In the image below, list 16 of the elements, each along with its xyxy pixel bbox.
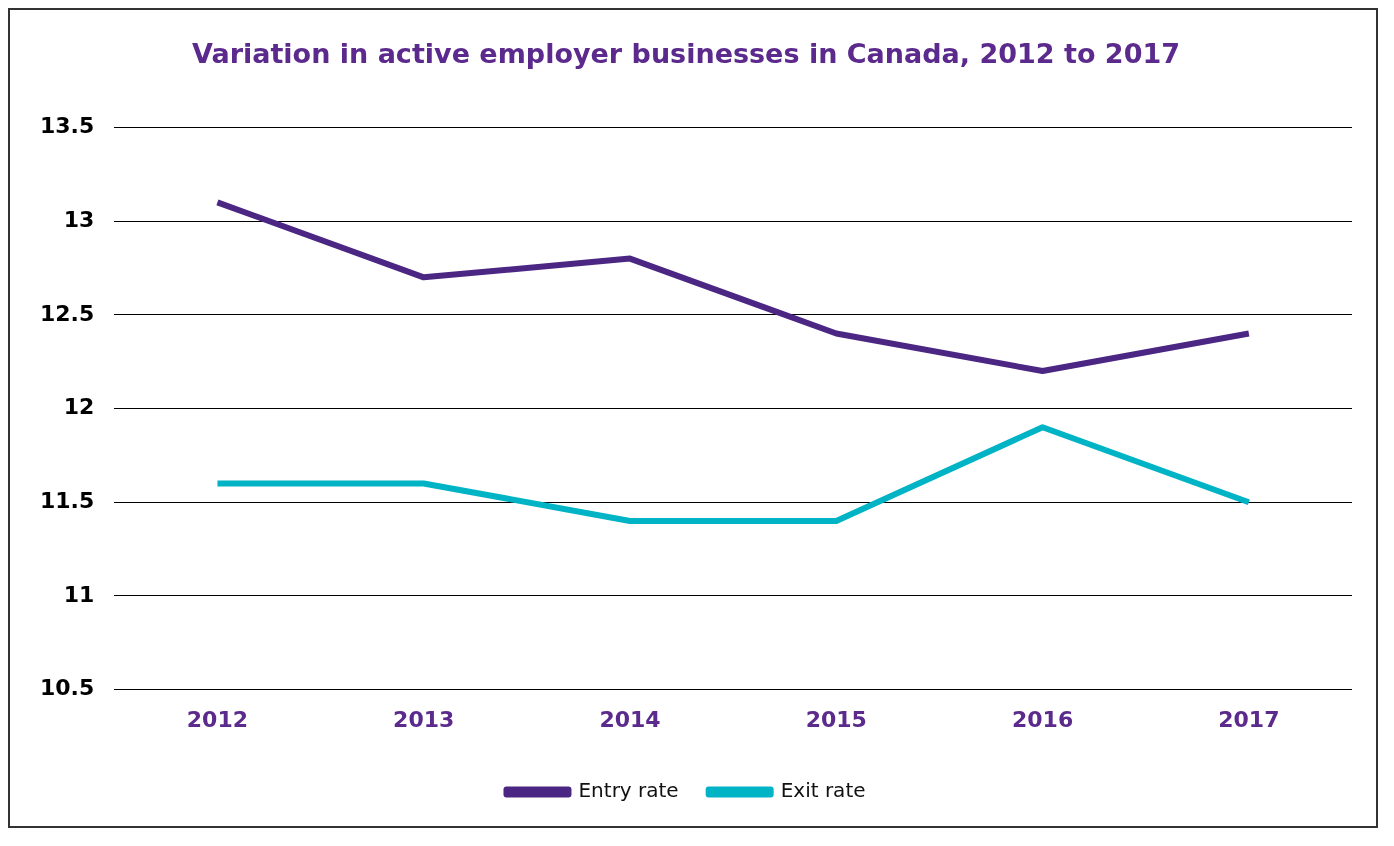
y-tick-label: 11 bbox=[63, 581, 95, 607]
x-tick-label: 2014 bbox=[599, 706, 661, 732]
y-tick-label: 10.5 bbox=[40, 675, 95, 701]
x-tick-label: 2016 bbox=[1011, 706, 1074, 732]
y-tick-label: 12.5 bbox=[40, 300, 95, 326]
x-tick-label: 2012 bbox=[186, 706, 249, 732]
x-tick-label: 2013 bbox=[393, 706, 455, 732]
chart-title: Variation in active employer businesses in Canada, 2012 to 2017 bbox=[192, 38, 1180, 70]
legend-label: Exit rate bbox=[780, 778, 866, 803]
y-tick-label: 12 bbox=[63, 394, 95, 420]
x-tick-label: 2015 bbox=[805, 706, 867, 732]
y-tick-label: 13.5 bbox=[40, 113, 95, 139]
x-tick-label: 2017 bbox=[1218, 706, 1280, 732]
legend-label: Entry rate bbox=[578, 778, 679, 803]
y-tick-label: 13 bbox=[63, 206, 95, 232]
y-tick-label: 11.5 bbox=[40, 487, 95, 513]
